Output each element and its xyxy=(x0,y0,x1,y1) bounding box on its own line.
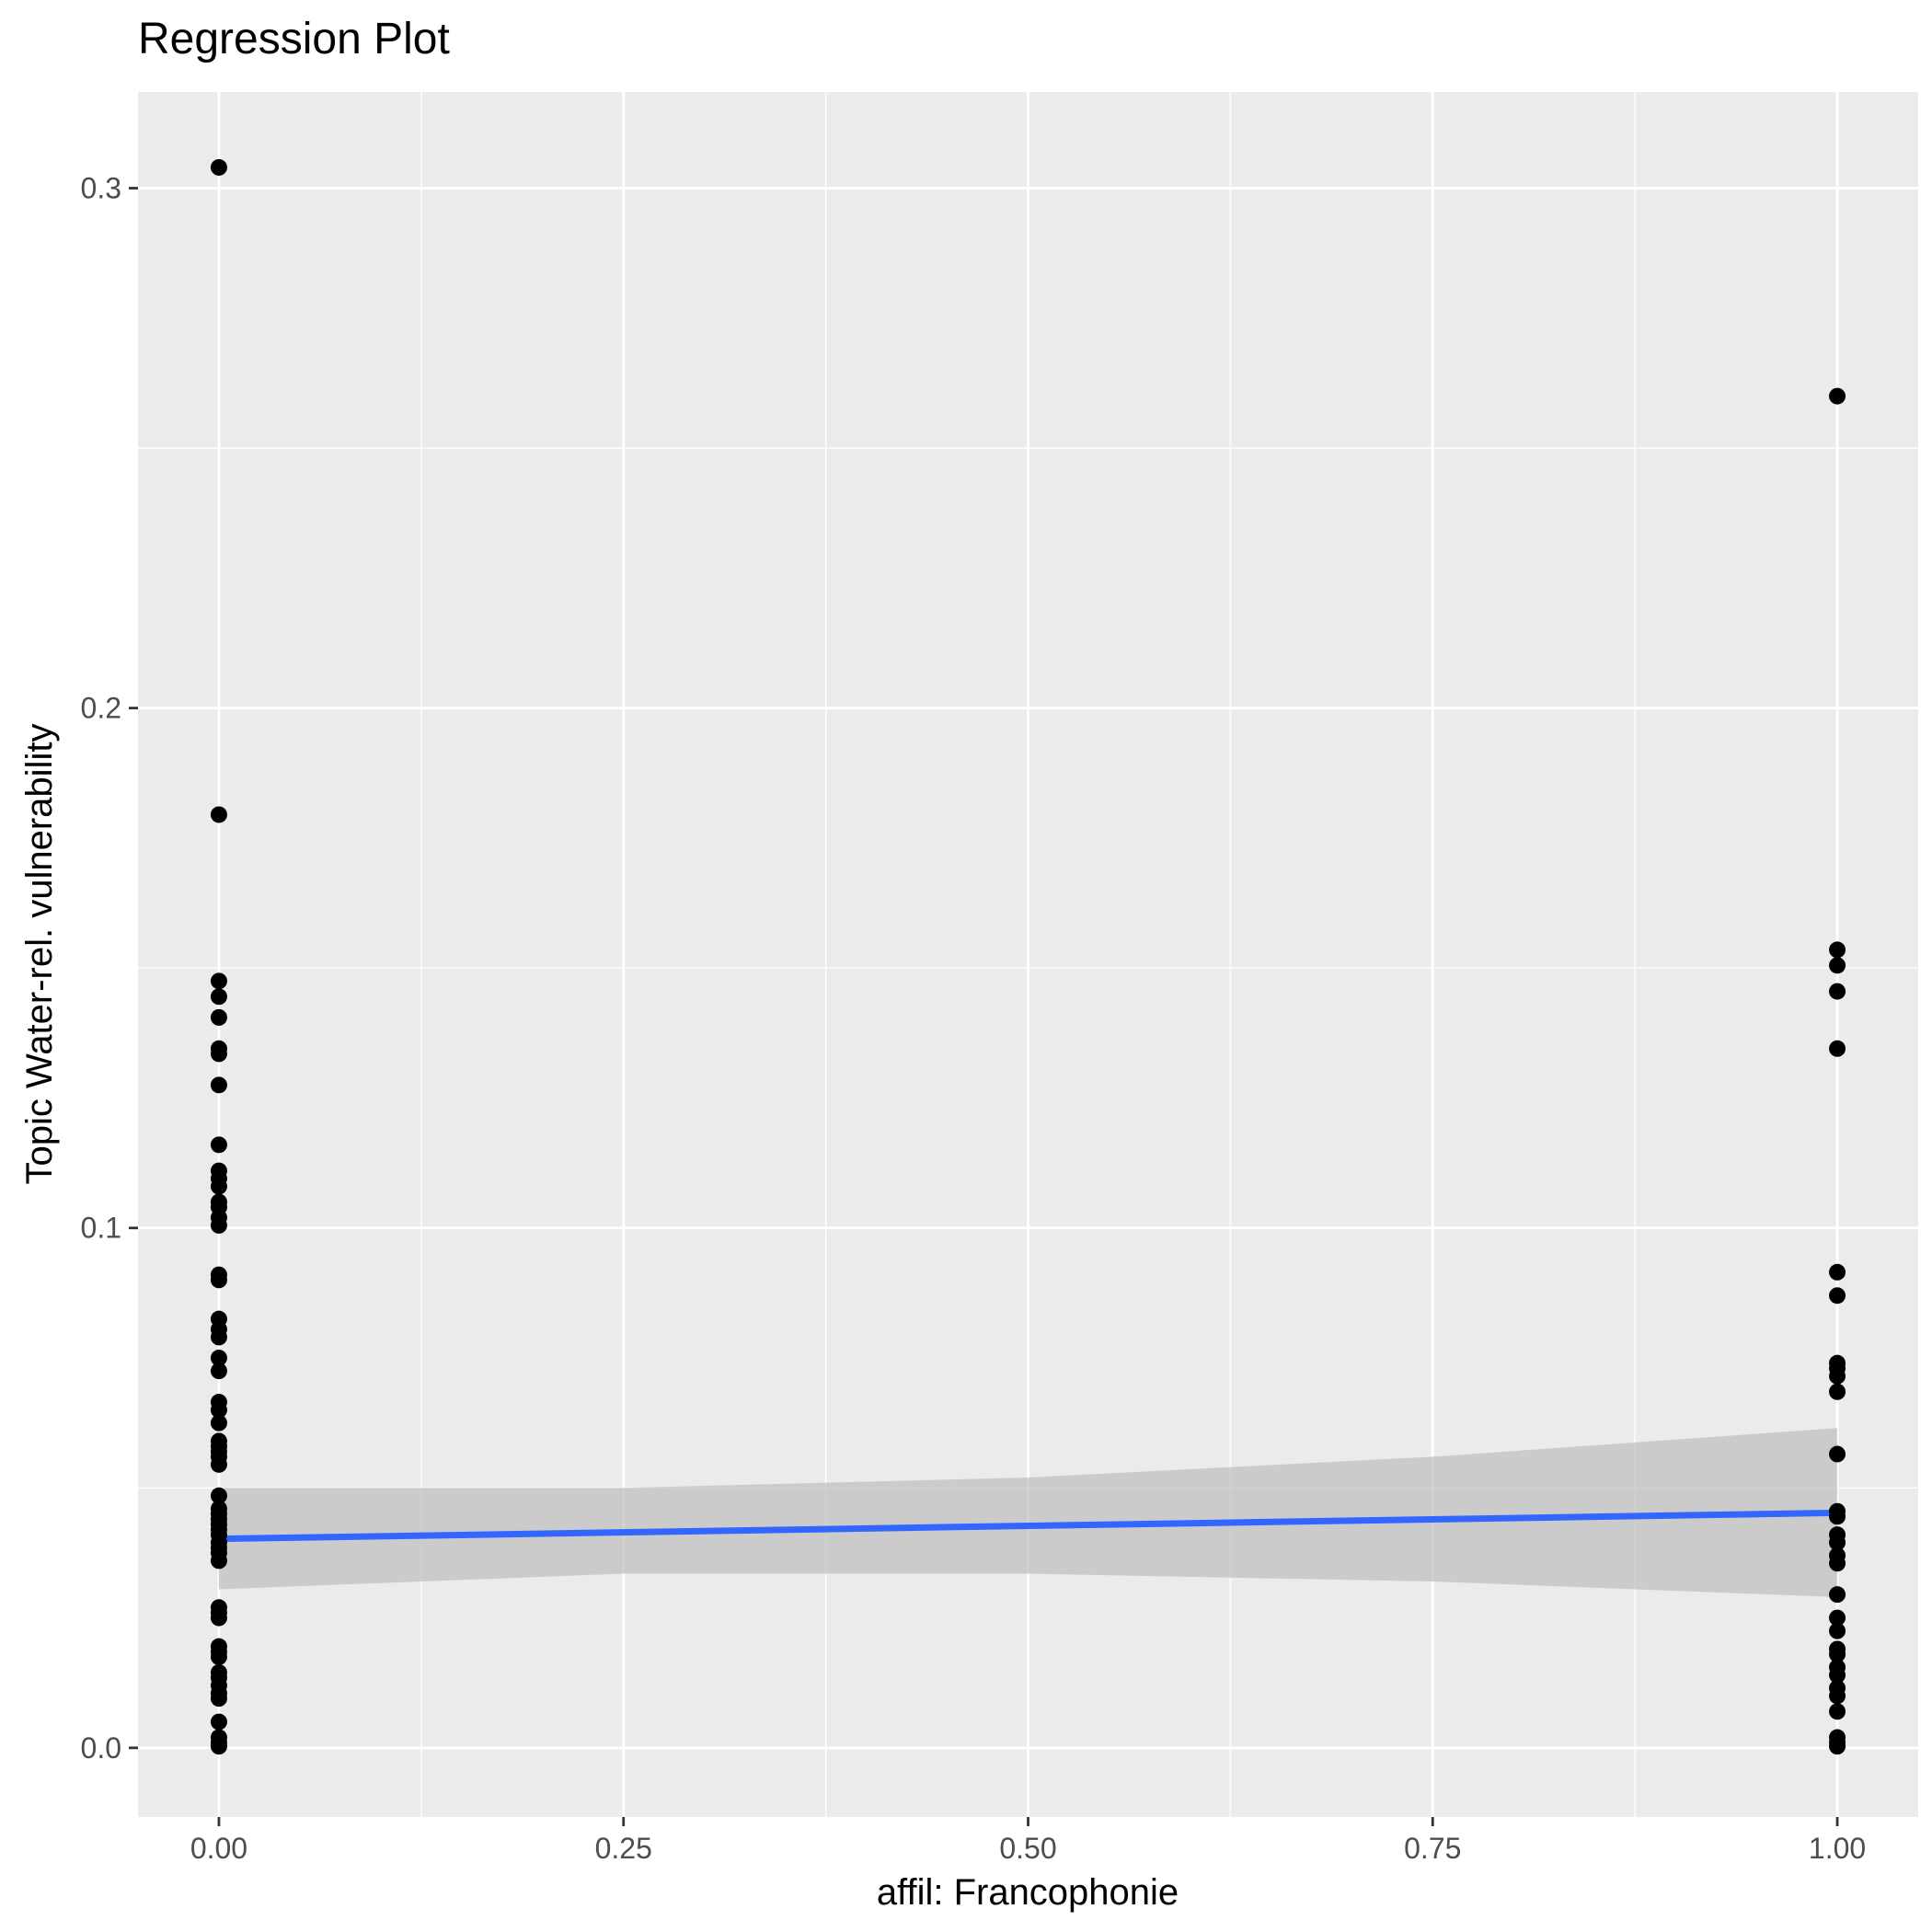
data-point xyxy=(1829,1609,1846,1627)
data-point xyxy=(210,1328,227,1346)
data-point xyxy=(1829,387,1846,405)
data-point xyxy=(210,1136,227,1154)
data-point xyxy=(210,158,227,176)
x-tick-label: 0.25 xyxy=(595,1832,652,1865)
data-point xyxy=(210,1363,227,1380)
regression-line xyxy=(218,1509,1838,1543)
data-point xyxy=(1829,1040,1846,1057)
data-point xyxy=(1829,1383,1846,1400)
y-axis-label: Topic Water-rel. vulnerability xyxy=(19,724,60,1185)
data-point xyxy=(210,988,227,1006)
data-point xyxy=(210,1008,227,1026)
data-point xyxy=(210,1414,227,1432)
scatter-points xyxy=(210,158,1846,1755)
x-tick-label: 0.75 xyxy=(1404,1832,1461,1865)
data-point xyxy=(210,1552,227,1570)
data-point xyxy=(1829,941,1846,959)
data-point xyxy=(1829,1622,1846,1639)
data-point xyxy=(1829,1586,1846,1604)
y-tick-label: 0.0 xyxy=(81,1731,121,1765)
data-point xyxy=(1829,1555,1846,1572)
data-point xyxy=(210,1487,227,1504)
y-tick-label: 0.1 xyxy=(81,1212,121,1245)
data-point xyxy=(1829,1703,1846,1720)
data-point xyxy=(1829,1687,1846,1705)
data-point xyxy=(1829,1738,1846,1755)
data-point xyxy=(210,1350,227,1367)
data-point xyxy=(210,1690,227,1708)
x-axis-label: affil: Francophonie xyxy=(877,1872,1179,1913)
data-point xyxy=(210,1713,227,1731)
data-point xyxy=(1829,1534,1846,1551)
data-point xyxy=(210,1216,227,1234)
x-tick-label: 0.00 xyxy=(190,1832,247,1865)
confidence-band xyxy=(218,1428,1838,1597)
x-tick-label: 0.50 xyxy=(999,1832,1056,1865)
data-point xyxy=(210,1648,227,1665)
chart-title: Regression Plot xyxy=(138,15,450,63)
data-point xyxy=(210,806,227,823)
data-point xyxy=(1829,1263,1846,1281)
data-point xyxy=(1829,1445,1846,1463)
data-point xyxy=(1829,1367,1846,1385)
data-point xyxy=(1829,1666,1846,1684)
data-point xyxy=(1829,1508,1846,1525)
y-tick-label: 0.2 xyxy=(81,692,121,725)
data-point xyxy=(210,972,227,990)
data-point xyxy=(210,1455,227,1473)
y-axis: 0.0 0.1 0.2 0.3 xyxy=(81,172,138,1765)
data-point xyxy=(210,1609,227,1627)
data-point xyxy=(210,1045,227,1063)
data-point xyxy=(1829,1646,1846,1663)
data-point xyxy=(210,1271,227,1289)
x-tick-label: 1.00 xyxy=(1809,1832,1866,1865)
data-point xyxy=(210,1401,227,1419)
data-point xyxy=(210,1076,227,1094)
data-point xyxy=(1829,957,1846,974)
data-point xyxy=(1829,983,1846,1000)
data-point xyxy=(1829,1287,1846,1305)
y-tick-label: 0.3 xyxy=(81,172,121,205)
data-point xyxy=(210,1178,227,1195)
data-point xyxy=(210,1738,227,1755)
x-axis: 0.00 0.25 0.50 0.75 1.00 xyxy=(190,1817,1866,1865)
